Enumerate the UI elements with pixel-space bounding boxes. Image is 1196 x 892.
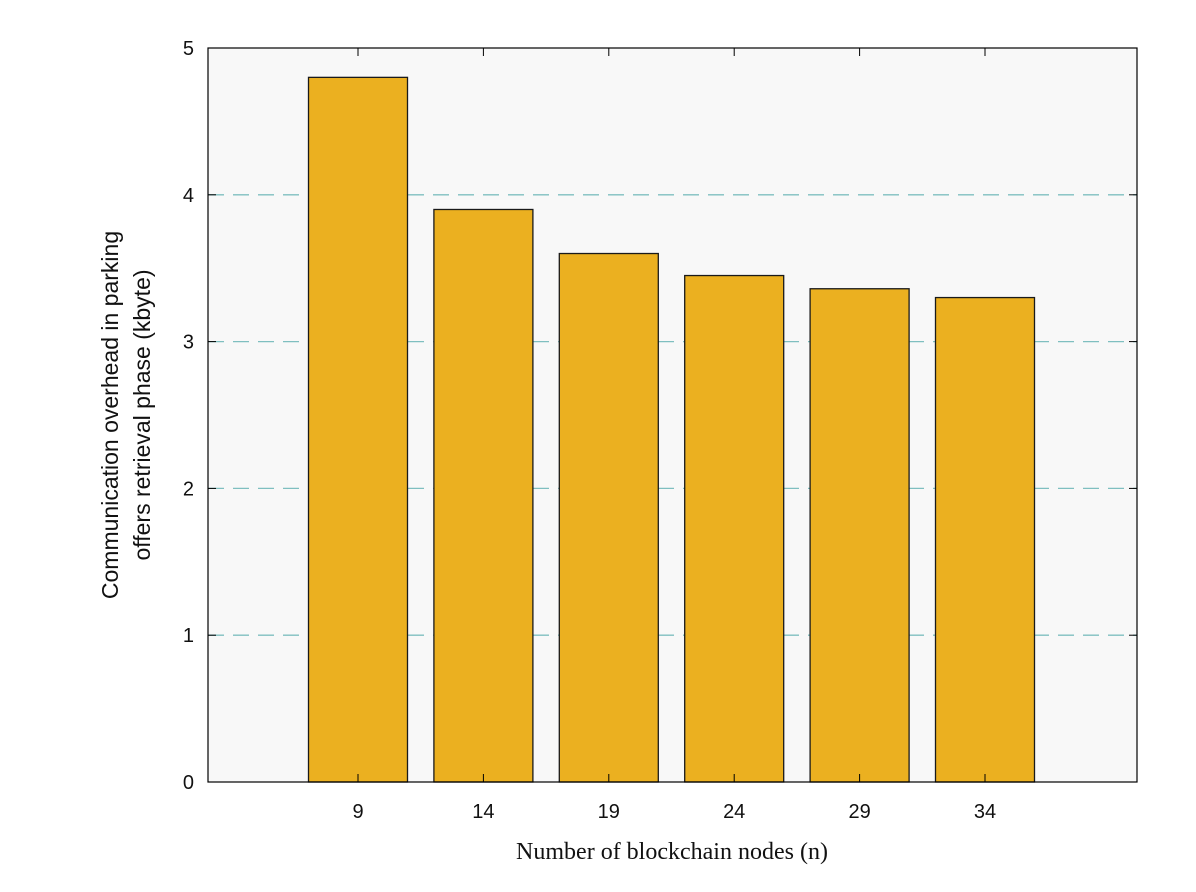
bar-9 [307, 76, 409, 783]
y-tick-label-4: 4 [183, 185, 194, 207]
x-axis-label: Number of blockchain nodes (n) [516, 839, 828, 865]
bar-34 [934, 296, 1036, 783]
x-tick-label-19: 19 [598, 801, 620, 823]
x-tick-label-34: 34 [974, 801, 996, 823]
ticks [208, 47, 1137, 783]
y-tick-label-2: 2 [183, 478, 194, 500]
y-axis-label-line-2: offers retrieval phase (kbyte) [129, 269, 155, 560]
plot-frame [207, 47, 1138, 783]
x-tick-labels: 9 14 19 24 29 34 [352, 801, 996, 823]
y-tick-label-1: 1 [183, 625, 194, 647]
bar-24 [684, 274, 785, 783]
y-axis-label-line-1: Communication overhead in parking [97, 231, 123, 599]
bar-14 [433, 208, 534, 783]
bar-19 [558, 252, 659, 783]
x-tick-label-14: 14 [472, 801, 494, 823]
bar-29 [809, 288, 910, 783]
x-tick-label-9: 9 [352, 801, 363, 823]
x-tick-label-29: 29 [848, 801, 870, 823]
y-tick-label-3: 3 [183, 332, 194, 354]
y-tick-labels: 0 1 2 3 4 5 [183, 38, 194, 794]
y-tick-label-0: 0 [183, 772, 194, 794]
y-tick-label-5: 5 [183, 38, 194, 60]
x-tick-label-24: 24 [723, 801, 745, 823]
